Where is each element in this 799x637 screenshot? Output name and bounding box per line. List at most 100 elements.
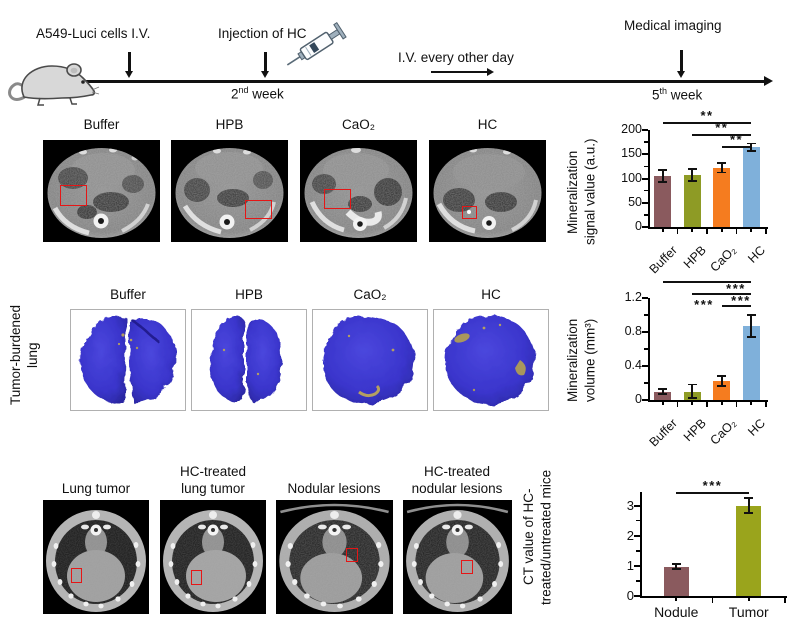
y-tick-mark: [642, 297, 648, 299]
significance-bracket: [662, 281, 752, 283]
lung-3d-hpb: [191, 309, 307, 411]
y-tick-label: 150: [621, 146, 642, 161]
significance-bracket: [676, 492, 749, 494]
timeline-axis: [86, 80, 766, 83]
error-bar-cao₂: [720, 162, 723, 173]
error-cap: [687, 168, 697, 171]
x-tick-mark: [661, 229, 664, 232]
significance-bracket: [692, 293, 752, 295]
y-tick-label: 100: [621, 170, 642, 185]
x-tick-mark: [735, 402, 738, 407]
roi-annotation: [461, 560, 473, 574]
roi-annotation: [324, 189, 351, 209]
y-tick-label: 0: [626, 588, 634, 603]
row2-side-label: Tumor-burdened lung: [8, 304, 40, 406]
error-bar-hc: [750, 143, 753, 152]
plot-axes: [648, 298, 768, 402]
error-bar-hpb: [691, 384, 694, 399]
ct-image-nodular-lesions: [276, 500, 393, 614]
right-arrow-icon: [431, 71, 487, 73]
row1-label-hpb: HPB: [215, 117, 244, 133]
y-tick-label: 1: [626, 557, 634, 573]
ct-image-buffer: [43, 140, 160, 242]
y-tick-mark: [634, 595, 640, 597]
bar-hc: [742, 326, 760, 400]
x-tick-mark: [750, 402, 753, 405]
significance-stars: ***: [702, 478, 723, 493]
row2-label-hc: HC: [481, 287, 501, 303]
y-tick-mark: [642, 331, 648, 333]
error-cap: [658, 393, 668, 395]
y-minor-tick-mark: [636, 580, 640, 582]
significance-stars: ***: [694, 297, 714, 312]
row1-label-cao2: CaO₂: [342, 117, 375, 133]
error-cap: [658, 387, 668, 390]
down-arrow-icon: [680, 50, 683, 71]
error-cap: [746, 150, 756, 153]
row2-label-cao2: CaO₂: [353, 287, 387, 303]
error-cap: [658, 169, 668, 172]
error-cap: [744, 497, 754, 499]
y-tick-label: 50: [628, 194, 642, 209]
roi-annotation: [60, 185, 87, 206]
bar-cao₂: [713, 167, 731, 227]
bar-buffer: [654, 391, 672, 400]
row3-label-hc-nodular: HC-treated nodular lesions: [411, 464, 503, 497]
x-tick-mark: [676, 402, 679, 407]
y-tick-label: 0.8: [624, 324, 642, 338]
timeline-cells-label: A549-Luci cells I.V.: [36, 26, 151, 41]
significance-stars: **: [700, 108, 714, 123]
timeline-arrowhead-icon: [764, 76, 778, 86]
y-tick-label: 0: [635, 219, 642, 233]
error-cap: [717, 171, 727, 174]
lung-3d-hc: [433, 309, 549, 411]
y-minor-tick-mark: [644, 141, 648, 143]
y-tick-mark: [642, 365, 648, 367]
error-cap: [746, 142, 756, 145]
chart-mineralization-signal: Mineralization signal value (a.u.) 0 50 100…: [562, 108, 799, 276]
x-tick-mark: [765, 229, 767, 234]
significance-bracket: [692, 134, 752, 136]
x-tick-mark: [735, 229, 738, 234]
chart-mineralization-volume: Mineralization volume (mm³) 0 0.4 0.8 1.2 Buf…: [562, 276, 799, 449]
x-tick-mark: [706, 229, 708, 234]
ct-image-lung-tumor: [43, 500, 149, 614]
y-minor-tick-mark: [644, 382, 648, 384]
error-cap: [744, 512, 754, 514]
y-minor-tick-mark: [644, 214, 648, 216]
row3-label-nodular: Nodular lesions: [287, 481, 381, 497]
significance-stars: **: [729, 132, 744, 147]
timeline-iv-label: I.V. every other day: [398, 50, 514, 65]
x-tick-mark: [675, 598, 678, 601]
x-tick-mark: [661, 402, 664, 405]
error-cap: [717, 161, 727, 164]
down-arrow-icon: [264, 52, 267, 71]
lung-3d-buffer: [70, 309, 186, 411]
significance-bracket: [721, 146, 752, 148]
error-cap: [671, 563, 681, 566]
syringe-icon: [286, 22, 347, 66]
error-bar-tumor: [747, 498, 750, 514]
y-tick-mark: [642, 177, 648, 180]
roi-annotation: [191, 570, 202, 585]
x-tick-mark: [676, 229, 679, 234]
ct-image-hc: [429, 140, 546, 242]
roi-annotation: [71, 568, 82, 583]
error-cap: [746, 336, 756, 338]
x-tick-mark: [747, 598, 750, 601]
significance-bracket: [662, 122, 752, 124]
y-minor-tick-mark: [644, 165, 648, 168]
timeline-schematic: A549-Luci cells I.V. Injection of HC I.V…: [0, 0, 799, 110]
y-minor-tick-mark: [644, 189, 648, 192]
y-minor-tick-mark: [644, 348, 648, 350]
ct-image-hc-nodular-lesions: [403, 500, 512, 614]
roi-annotation: [346, 548, 358, 562]
bar-tumor: [736, 505, 762, 596]
y-minor-tick-mark: [636, 550, 640, 552]
error-bar-buffer: [661, 388, 664, 395]
mineral-spot: [467, 210, 471, 214]
error-cap: [658, 180, 668, 183]
mouse-icon: [8, 63, 100, 106]
x-tick-label: Nodule: [654, 604, 699, 620]
